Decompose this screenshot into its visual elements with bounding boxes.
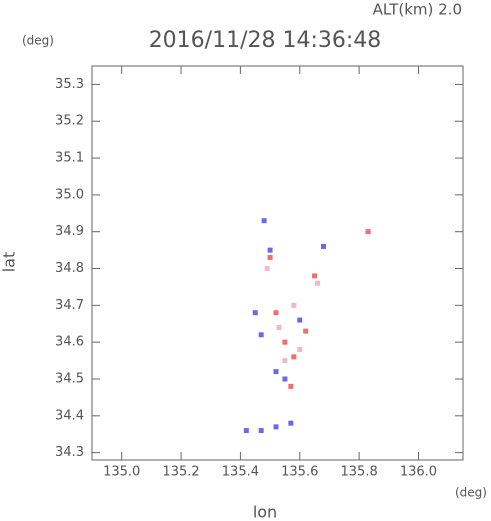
y-tick-label: 35.3 — [55, 77, 84, 92]
y-tick-label: 34.5 — [55, 371, 84, 386]
annotation: ALT(km) 2.0 — [373, 1, 462, 19]
y-tick-label: 34.4 — [55, 408, 84, 423]
radar-point — [282, 339, 288, 345]
y-unit: (deg) — [22, 34, 54, 48]
radar-point — [282, 376, 288, 382]
y-tick-label: 34.7 — [55, 298, 84, 313]
y-tick-label: 35.0 — [55, 187, 84, 202]
radar-point — [252, 310, 258, 316]
radar-point — [276, 324, 282, 330]
y-tick-label: 35.2 — [55, 114, 84, 129]
radar-point — [297, 347, 303, 353]
radar-point — [261, 218, 267, 224]
y-tick-label: 34.9 — [55, 224, 84, 239]
chart-title: 2016/11/28 14:36:48 — [149, 28, 382, 53]
x-axis-label: lon — [253, 503, 277, 521]
y-tick-label: 34.6 — [55, 335, 84, 350]
y-tick-label: 35.1 — [55, 151, 84, 166]
radar-point — [282, 358, 288, 364]
radar-point — [258, 428, 264, 434]
radar-point — [312, 273, 318, 279]
radar-point — [321, 243, 327, 249]
x-tick-label: 135.8 — [341, 465, 378, 480]
x-tick-label: 135.2 — [162, 465, 199, 480]
x-tick-label: 135.4 — [222, 465, 259, 480]
radar-point — [267, 247, 273, 253]
radar-point — [273, 369, 279, 375]
x-tick-label: 136.0 — [400, 465, 437, 480]
radar-point — [243, 428, 249, 434]
radar-point — [291, 354, 297, 360]
radar-point — [315, 280, 321, 286]
radar-point — [258, 332, 264, 338]
y-tick-label: 34.8 — [55, 261, 84, 276]
radar-point — [267, 254, 273, 260]
x-unit: (deg) — [455, 486, 487, 500]
radar-point — [288, 420, 294, 426]
radar-point — [303, 328, 309, 334]
radar-point — [365, 229, 371, 235]
plot-frame — [91, 65, 464, 461]
radar-point — [291, 302, 297, 308]
radar-point — [273, 310, 279, 316]
radar-point — [297, 317, 303, 323]
radar-point — [264, 266, 270, 272]
x-tick-label: 135.6 — [281, 465, 318, 480]
radar-point — [288, 383, 294, 389]
y-tick-label: 34.3 — [55, 445, 84, 460]
radar-point — [273, 424, 279, 430]
x-tick-label: 135.0 — [103, 465, 140, 480]
y-axis-label: lat — [0, 252, 19, 273]
